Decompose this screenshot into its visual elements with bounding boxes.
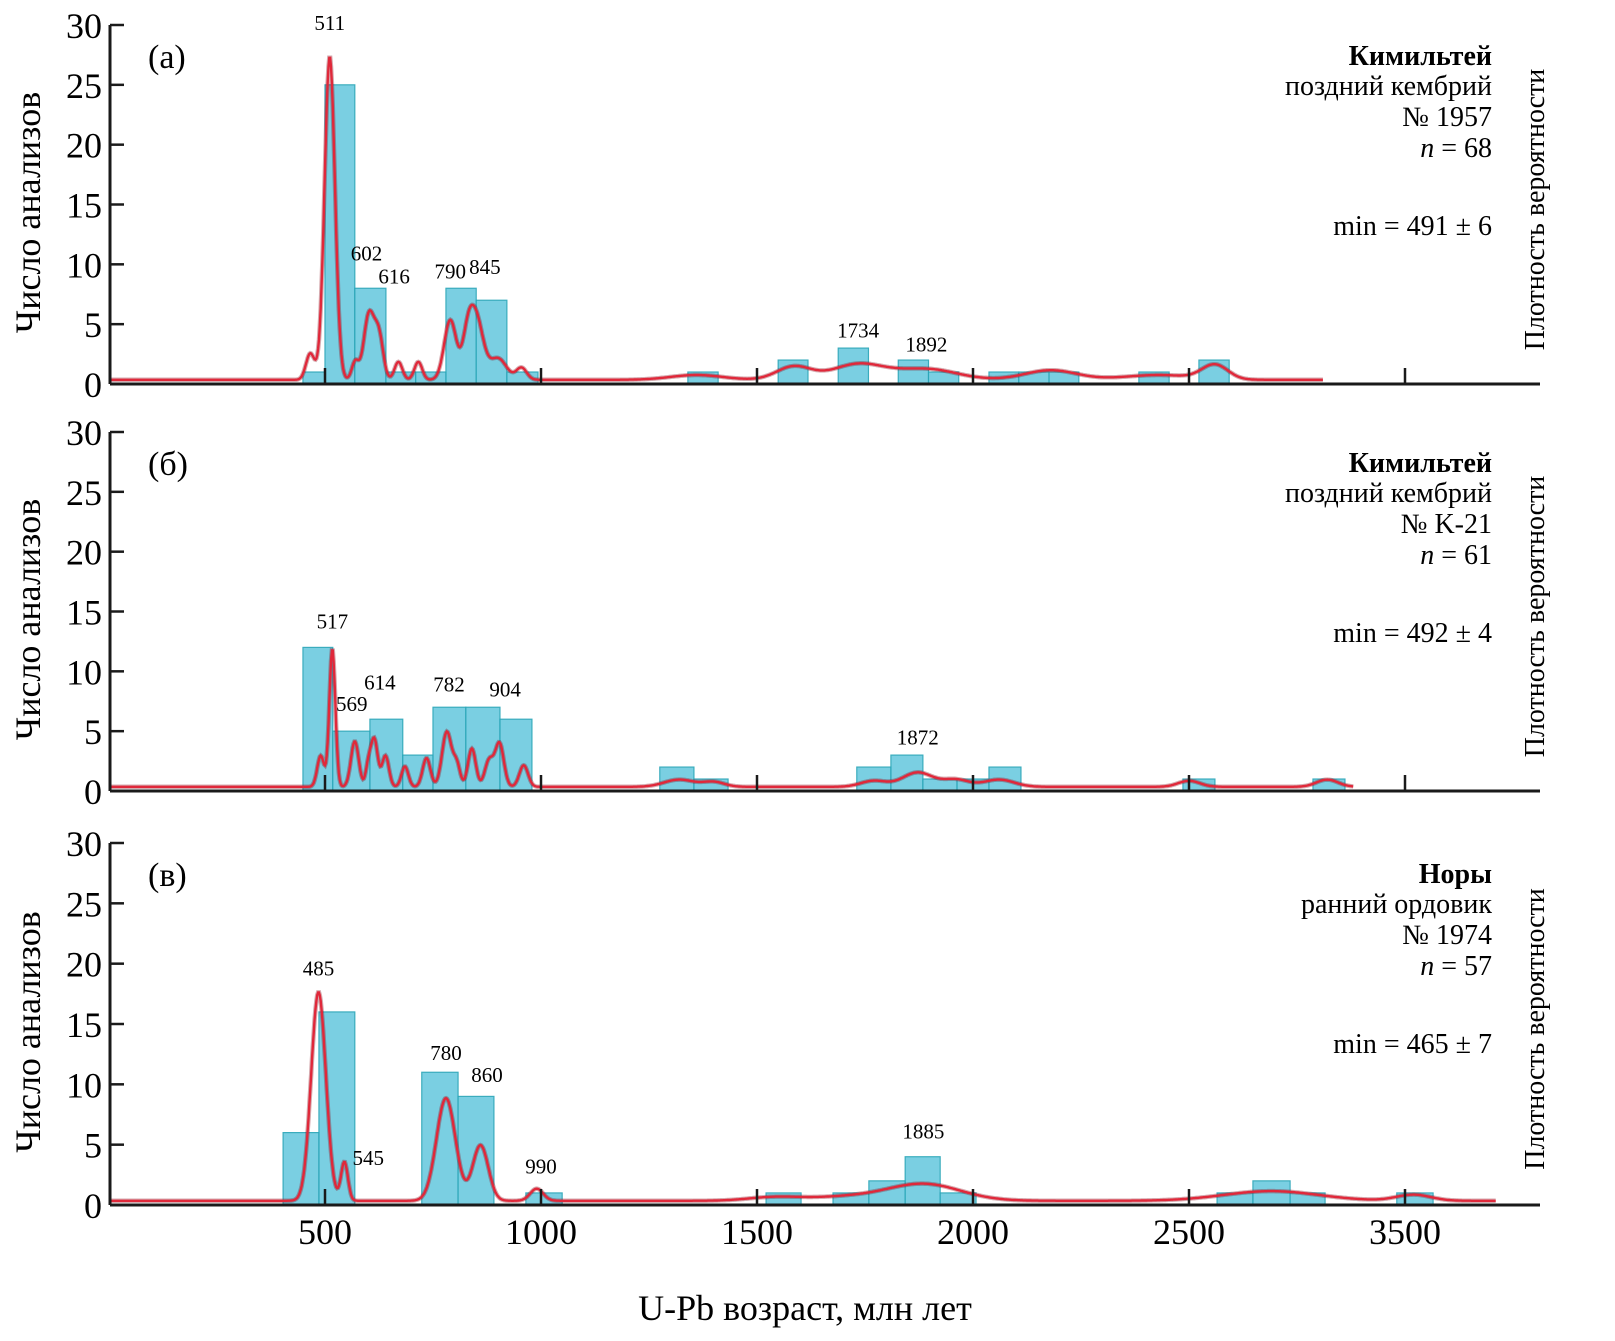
x-tick-label: 2000	[937, 1212, 1009, 1252]
panel-1: 0 5 10 15 20 25 30 Число анализов Плотность веро…	[8, 6, 1551, 405]
peak-age-label: 904	[489, 677, 521, 701]
peak-age-label: 782	[433, 673, 465, 697]
y-tick-label: 5	[84, 305, 102, 345]
peak-age-label: 845	[469, 255, 501, 279]
peak-age-label: 614	[364, 670, 396, 694]
peak-age-label: 790	[435, 260, 467, 284]
histogram-bar	[445, 287, 477, 385]
peak-age-label: 485	[303, 957, 335, 981]
y-tick-label: 10	[66, 1065, 102, 1105]
n-value: = 57	[1434, 951, 1492, 982]
sample-count: n = 57	[1420, 951, 1492, 982]
locality-name: Норы	[1419, 859, 1492, 890]
panel-3: 0 5 10 15 20 25 30 Число анализов Плотность веро…	[8, 824, 1551, 1226]
histogram-bar	[282, 1131, 320, 1206]
sample-count: n = 68	[1420, 133, 1492, 164]
x-tick-label: 2500	[1153, 1212, 1225, 1252]
n-value: = 68	[1434, 133, 1492, 164]
y-tick-label: 25	[66, 473, 102, 513]
y-tick-label: 30	[66, 824, 102, 864]
n-symbol: n	[1420, 951, 1434, 982]
minimum-age: min = 465 ± 7	[1333, 1029, 1492, 1060]
y-tick-label: 30	[66, 6, 102, 46]
y-axis-title: Число анализов	[8, 92, 48, 333]
n-symbol: n	[1420, 540, 1434, 571]
histogram-bar	[904, 1156, 941, 1206]
y-axis-title: Число анализов	[8, 499, 48, 740]
probability-density-curve	[109, 56, 1323, 381]
stratigraphic-age: ранний ордовик	[1301, 889, 1492, 920]
y-tick-label: 0	[84, 1186, 102, 1226]
y-tick-label: 20	[66, 533, 102, 573]
y-axis-title: Число анализов	[8, 911, 48, 1152]
minimum-age: min = 491 ± 6	[1333, 211, 1492, 242]
secondary-axis-title: Плотность вероятности	[1520, 476, 1551, 758]
peak-age-label: 780	[430, 1041, 462, 1065]
peak-age-label: 602	[351, 242, 383, 266]
panel-letter: (в)	[148, 857, 187, 894]
peak-age-label: 616	[378, 264, 410, 288]
peak-age-label: 545	[352, 1146, 384, 1170]
y-tick-label: 15	[66, 1005, 102, 1045]
sample-number: № 1957	[1402, 102, 1492, 133]
y-tick-label: 25	[66, 884, 102, 924]
sample-number: № 1974	[1402, 920, 1492, 951]
n-symbol: n	[1420, 133, 1434, 164]
peak-age-label: 860	[471, 1063, 503, 1087]
x-tick-label: 1000	[505, 1212, 577, 1252]
x-tick-label: 1500	[721, 1212, 793, 1252]
secondary-axis-title: Плотность вероятности	[1520, 888, 1551, 1170]
peak-age-label: 511	[314, 11, 345, 35]
probability-density-curve	[109, 649, 1354, 788]
density-curve-shadow	[109, 647, 1354, 790]
histogram-bar	[897, 359, 930, 385]
histogram-bar	[302, 371, 326, 385]
probability-density-curve	[109, 991, 1496, 1202]
x-tick-label: 500	[298, 1212, 352, 1252]
peak-age-label: 569	[336, 692, 368, 716]
y-tick-label: 25	[66, 66, 102, 106]
y-tick-label: 20	[66, 945, 102, 985]
y-tick-label: 5	[84, 1126, 102, 1166]
y-tick-label: 10	[66, 245, 102, 285]
peak-age-label: 990	[525, 1155, 557, 1179]
n-value: = 61	[1434, 540, 1492, 571]
peak-age-label: 1872	[897, 725, 939, 749]
density-curve-shadow	[109, 55, 1323, 383]
y-tick-label: 0	[84, 772, 102, 812]
y-tick-label: 5	[84, 712, 102, 752]
histogram-bar	[777, 359, 809, 385]
panel-letter: (a)	[148, 39, 186, 76]
locality-name: Кимильтей	[1349, 41, 1492, 72]
minimum-age: min = 492 ± 4	[1333, 618, 1492, 649]
y-tick-label: 10	[66, 652, 102, 692]
secondary-axis-title: Плотность вероятности	[1520, 69, 1551, 351]
panel-2: 0 5 10 15 20 25 30 Число анализов Плотность веро…	[8, 413, 1551, 812]
locality-name: Кимильтей	[1349, 448, 1492, 479]
y-tick-label: 0	[84, 365, 102, 405]
sample-count: n = 61	[1420, 540, 1492, 571]
x-tick-label: 3500	[1369, 1212, 1441, 1252]
y-tick-label: 30	[66, 413, 102, 453]
histogram-bar	[499, 718, 533, 792]
x-axis-title: U-Pb возраст, млн лет	[638, 1288, 972, 1328]
stratigraphic-age: поздний кембрий	[1285, 71, 1492, 102]
peak-age-label: 1892	[905, 333, 947, 357]
panel-letter: (б)	[148, 446, 188, 483]
stratigraphic-age: поздний кембрий	[1285, 478, 1492, 509]
peak-age-label: 1734	[837, 318, 880, 342]
histogram-bar	[475, 299, 508, 385]
y-tick-label: 20	[66, 126, 102, 166]
peak-age-label: 1885	[902, 1120, 944, 1144]
sample-number: № K-21	[1401, 509, 1492, 540]
peak-age-label: 517	[317, 609, 349, 633]
y-tick-label: 15	[66, 186, 102, 226]
y-tick-label: 15	[66, 593, 102, 633]
